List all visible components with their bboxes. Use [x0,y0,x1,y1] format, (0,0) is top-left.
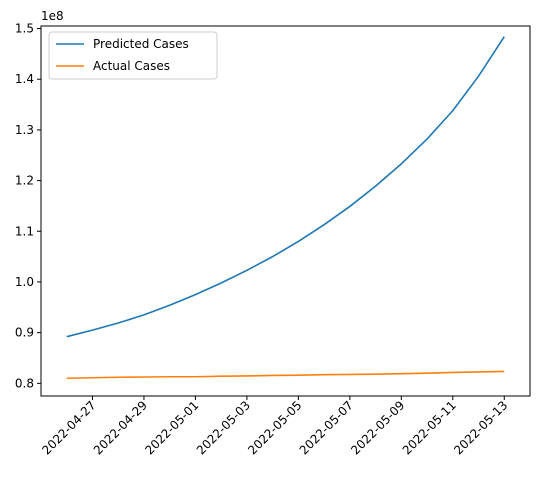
series-layer [66,36,505,380]
x-axis: 2022-04-272022-04-292022-05-012022-05-03… [39,396,510,457]
y-tick-label: 1.3 [15,123,34,137]
y-tick-label: 1.5 [15,22,34,36]
x-tick-label: 2022-05-05 [245,398,304,457]
y-tick-label: 1.1 [15,224,34,238]
y-tick-label: 1.4 [15,72,34,86]
legend-label: Actual Cases [93,59,170,73]
legend: Predicted Cases Actual Cases [48,31,218,80]
x-tick-label: 2022-04-29 [91,398,150,457]
x-tick-label: 2022-05-11 [400,398,459,457]
x-tick-label: 2022-05-13 [451,398,510,457]
x-tick-label: 2022-05-03 [194,398,253,457]
legend-box [48,31,218,80]
series-line-actual-cases [66,370,505,380]
y-tick-label: 1.0 [15,275,34,289]
x-tick-label: 2022-05-01 [142,398,201,457]
x-tick-label: 2022-05-07 [297,398,356,457]
y-tick-label: 0.8 [15,376,34,390]
series-line-predicted-cases [66,36,505,338]
legend-label: Predicted Cases [93,37,189,51]
x-tick-label: 2022-04-27 [39,398,98,457]
y-tick-label: 0.9 [15,326,34,340]
y-tick-label: 1.2 [15,174,34,188]
plot-area [40,25,531,397]
y-axis: 0.8 0.9 1.0 1.1 1.2 1.3 1.4 1.5 [15,22,41,390]
y-axis-offset-label: 1e8 [41,9,64,23]
plot-frame [40,25,531,397]
x-tick-label: 2022-05-09 [348,398,407,457]
